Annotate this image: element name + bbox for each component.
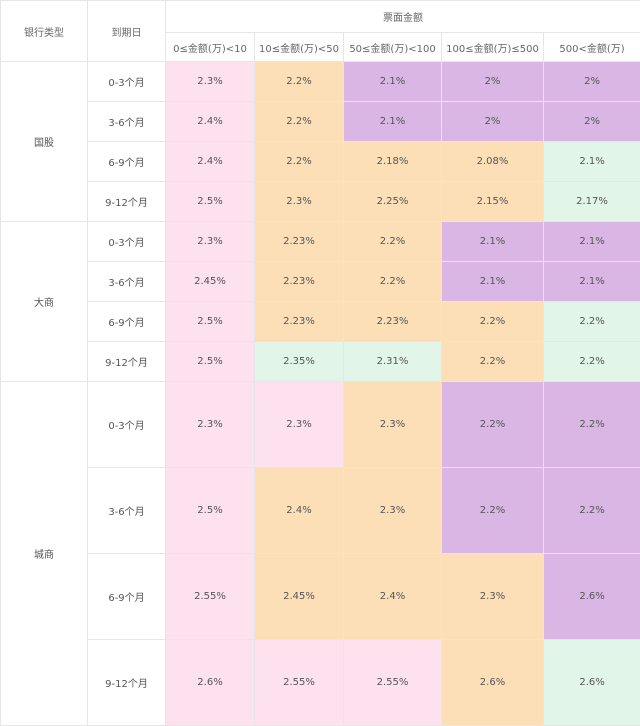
rate-cell: 2.2% [442,302,544,342]
term-cell: 0-3个月 [88,382,166,468]
rate-cell: 2.2% [544,302,640,342]
header-amount-range: 100≤金额(万)≤500 [442,33,544,62]
term-cell: 3-6个月 [88,262,166,302]
term-cell: 6-9个月 [88,554,166,640]
bank-type-cell: 大商 [1,222,88,382]
rate-cell: 2.1% [344,62,442,102]
rate-cell: 2.23% [255,262,344,302]
header-bank-type: 银行类型 [1,1,88,62]
header-term: 到期日 [88,1,166,62]
rate-cell: 2.1% [544,222,640,262]
rate-cell: 2.1% [344,102,442,142]
rate-cell: 2.4% [166,142,255,182]
rate-cell: 2.31% [344,342,442,382]
rate-cell: 2.2% [255,62,344,102]
header-amount-range: 50≤金额(万)<100 [344,33,442,62]
header-face-amount: 票面金额 [166,1,640,33]
rate-cell: 2.1% [544,142,640,182]
rate-cell: 2.5% [166,342,255,382]
term-cell: 0-3个月 [88,62,166,102]
rate-cell: 2.35% [255,342,344,382]
rate-cell: 2.3% [442,554,544,640]
bank-type-cell: 城商 [1,382,88,726]
rate-cell: 2% [442,62,544,102]
rate-cell: 2.2% [344,262,442,302]
rate-cell: 2.15% [442,182,544,222]
rate-cell: 2.4% [166,102,255,142]
rate-cell: 2.2% [544,382,640,468]
rate-cell: 2.4% [255,468,344,554]
rate-cell: 2.3% [166,222,255,262]
rate-cell: 2.2% [442,382,544,468]
rate-cell: 2.3% [344,382,442,468]
rate-cell: 2.55% [166,554,255,640]
rate-cell: 2.17% [544,182,640,222]
rate-cell: 2.5% [166,182,255,222]
rate-cell: 2.6% [544,640,640,726]
rate-cell: 2.2% [255,102,344,142]
rate-cell: 2.23% [255,222,344,262]
header-amount-range: 500<金额(万) [544,33,640,62]
rate-cell: 2.3% [255,382,344,468]
term-cell: 9-12个月 [88,182,166,222]
rate-cell: 2.08% [442,142,544,182]
term-cell: 3-6个月 [88,102,166,142]
rate-cell: 2.23% [255,302,344,342]
rate-cell: 2.2% [544,342,640,382]
rate-cell: 2.5% [166,468,255,554]
rate-cell: 2.4% [344,554,442,640]
rate-cell: 2.2% [442,342,544,382]
rate-cell: 2.5% [166,302,255,342]
rate-cell: 2.2% [344,222,442,262]
rate-cell: 2.3% [166,382,255,468]
table-header: 银行类型 到期日 票面金额 0≤金额(万)<10 10≤金额(万)<50 50≤… [1,1,640,62]
rate-cell: 2.2% [442,468,544,554]
term-cell: 3-6个月 [88,468,166,554]
header-amount-range: 0≤金额(万)<10 [166,33,255,62]
rate-cell: 2.18% [344,142,442,182]
bank-type-cell: 国股 [1,62,88,222]
rate-cell: 2% [442,102,544,142]
header-amount-range: 10≤金额(万)<50 [255,33,344,62]
rate-cell: 2.1% [544,262,640,302]
term-cell: 6-9个月 [88,302,166,342]
rate-cell: 2.3% [344,468,442,554]
rate-cell: 2.6% [166,640,255,726]
rate-cell: 2.1% [442,222,544,262]
rate-cell: 2.6% [544,554,640,640]
term-cell: 9-12个月 [88,640,166,726]
rate-cell: 2.2% [544,468,640,554]
rate-cell: 2.25% [344,182,442,222]
term-cell: 9-12个月 [88,342,166,382]
term-cell: 0-3个月 [88,222,166,262]
rate-cell: 2.1% [442,262,544,302]
rate-cell: 2.2% [255,142,344,182]
rate-cell: 2.3% [166,62,255,102]
rate-cell: 2.6% [442,640,544,726]
rate-cell: 2.45% [166,262,255,302]
rate-cell: 2.3% [255,182,344,222]
rate-cell: 2% [544,102,640,142]
term-cell: 6-9个月 [88,142,166,182]
rate-cell: 2.45% [255,554,344,640]
rate-cell: 2.55% [255,640,344,726]
rate-cell: 2.55% [344,640,442,726]
rate-cell: 2.23% [344,302,442,342]
rate-cell: 2% [544,62,640,102]
